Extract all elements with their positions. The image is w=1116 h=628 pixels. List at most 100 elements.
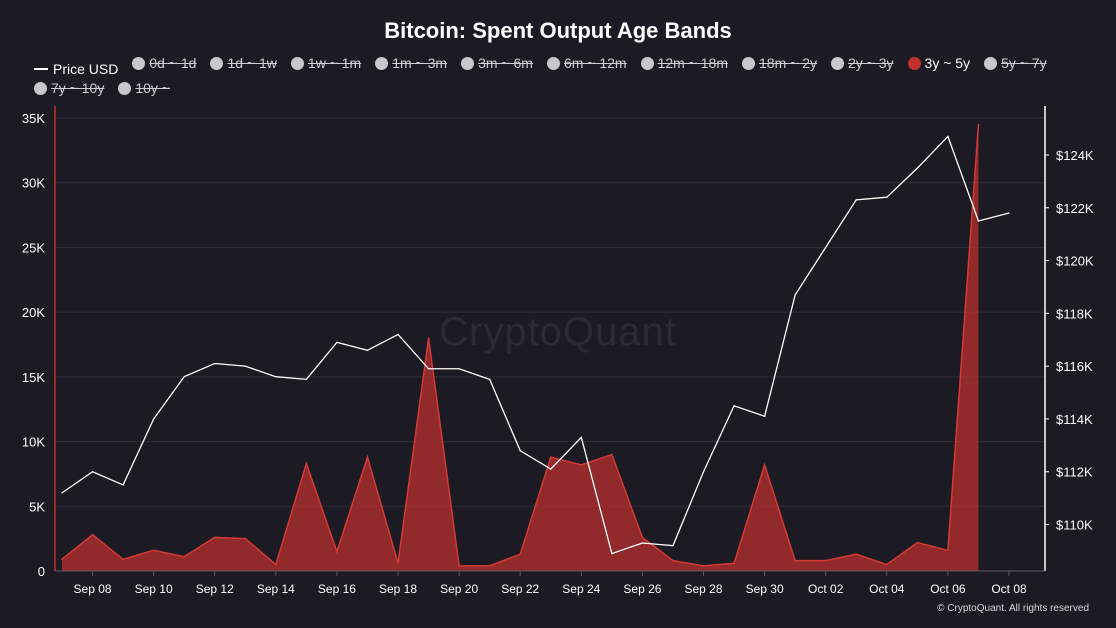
price-point [489,378,491,380]
legend-label: 0d ~ 1d [149,55,197,71]
area-point [336,550,338,553]
left-tick-label: 5K [29,499,45,514]
line-swatch-icon [34,68,48,70]
price-point [550,468,552,470]
left-tick-label: 35K [22,111,45,126]
x-tick-label: Oct 08 [991,582,1027,596]
price-point [886,196,888,198]
legend-dot-icon [290,57,304,70]
legend-item[interactable]: 5y ~ 7y [984,54,1047,73]
area-point [855,553,858,555]
x-tick-label: Sep 16 [318,582,356,596]
x-tick-label: Oct 06 [930,582,966,596]
x-tick-label: Sep 10 [135,582,173,596]
area-point [91,533,94,536]
left-tick-label: 25K [22,240,45,255]
right-tick-label: $116K [1056,359,1093,374]
legend-item[interactable]: 10y ~ [118,79,170,98]
area-point [947,549,949,552]
price-point [519,450,521,452]
legend-dot-icon [907,57,921,70]
price-line [61,135,1010,555]
area-point [122,558,124,561]
area-point [275,563,277,566]
legend-dot-icon [640,57,654,70]
area-point [183,555,185,558]
right-tick-label: $120K [1056,254,1094,269]
copyright-note: © CryptoQuant. All rights reserved [937,603,1089,614]
price-point [977,220,980,222]
area-line-3y-5y [61,124,980,567]
right-tick-label: $112K [1056,465,1093,480]
right-tick-label: $122K [1056,201,1094,216]
legend-item[interactable]: 1m ~ 3m [375,54,447,73]
legend-label: 1w ~ 1m [307,55,362,71]
price-point [122,484,124,486]
area-point [916,541,919,544]
chart-legend: Price USD 0d ~ 1d 1d ~ 1w 1w ~ 1m 1m ~ 3m 3m … [34,54,1094,100]
legend-item[interactable]: 1d ~ 1w [210,54,277,73]
x-tick-label: Oct 04 [869,582,905,596]
price-point [947,135,949,138]
area-point [549,456,552,458]
legend-label: 3y ~ 5y [924,55,971,71]
price-point [458,368,460,370]
legend-dot-icon [742,57,756,70]
legend-label: 6m ~ 12m [563,55,627,71]
price-point [733,405,735,407]
legend-dot-icon [984,57,998,70]
price-point [702,471,705,473]
right-axis-ticks: $110K $112K $114K $116K $118K $120K $122K $124K [1045,148,1094,533]
chart-title: Bitcoin: Spent Output Age Bands [384,18,732,43]
x-tick-label: Sep 22 [501,582,539,596]
legend-item[interactable]: 3m ~ 6m [461,54,533,73]
price-point [825,246,827,248]
legend-item[interactable]: Price USD [34,60,118,79]
price-point [855,199,857,201]
right-tick-label: $118K [1056,306,1093,321]
legend-label: 12m ~ 18m [657,55,729,71]
price-point [275,376,277,378]
x-tick-label: Sep 26 [623,582,661,596]
legend-item[interactable]: 18m ~ 2y [742,54,817,73]
legend-dot-icon [118,81,132,95]
price-point [244,365,246,367]
left-tick-label: 20K [22,305,45,320]
legend-dot-icon [461,57,475,70]
price-point [214,362,216,365]
legend-label: 2y ~ 3y [848,55,894,71]
area-point [824,559,827,562]
area-point [763,464,766,466]
x-tick-label: Sep 24 [562,582,600,596]
price-point [91,471,94,473]
area-point [397,562,399,565]
legend-item[interactable]: 7y ~ 10y [34,79,104,98]
left-tick-label: 10K [22,435,45,450]
legend-label: 10y ~ [135,79,170,96]
area-point [152,549,155,552]
legend-label: 1d ~ 1w [227,55,277,71]
left-tick-label: 30K [22,176,45,191]
legend-dot-icon [210,57,224,70]
legend-dot-icon [132,57,146,70]
left-tick-label: 0 [38,564,45,579]
legend-item[interactable]: 6m ~ 12m [546,54,627,73]
left-axis-ticks: 0 5K 10K 15K 20K 25K 30K 35K [22,111,45,579]
area-series [61,123,980,571]
legend-item[interactable]: 2y ~ 3y [831,54,894,73]
legend-item[interactable]: 1w ~ 1m [290,54,362,73]
legend-label: 18m ~ 2y [759,55,817,71]
area-point [733,562,735,565]
legend-item[interactable]: 3y ~ 5y [907,54,971,73]
line-series [61,135,1010,555]
legend-item[interactable]: 12m ~ 18m [640,54,729,73]
x-tick-label: Oct 02 [808,582,844,596]
legend-label: 1m ~ 3m [392,55,448,71]
price-point [61,492,63,494]
left-tick-label: 15K [22,370,45,385]
area-point [702,565,705,567]
legend-item[interactable]: 0d ~ 1d [132,54,196,73]
x-tick-label: Sep 18 [379,582,417,596]
legend-label: 7y ~ 10y [51,79,105,96]
